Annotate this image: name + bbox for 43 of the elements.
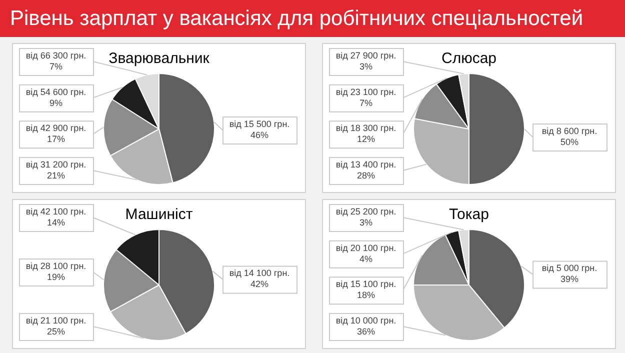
slice-label: від 27 900 грн. <box>336 50 396 60</box>
data-label: 9% <box>49 98 63 108</box>
data-label: 36% <box>356 326 376 336</box>
data-label: 7% <box>49 61 63 72</box>
data-label: 3% <box>359 61 373 72</box>
slice-label: від 31 200 грн. <box>26 159 86 170</box>
data-label: 18% <box>356 290 376 300</box>
data-label: 4% <box>359 254 373 264</box>
slice-label: від 20 100 грн. <box>336 242 396 253</box>
slice-label: від 21 100 грн. <box>26 315 86 326</box>
slice-label: від 10 000 грн. <box>336 315 396 326</box>
chart-title: Токар <box>449 206 489 224</box>
data-label: 21% <box>46 170 66 180</box>
slice-label: від 42 900 грн. <box>26 123 86 134</box>
data-label: 42% <box>250 279 269 290</box>
slice-label: від 8 600 грн. <box>542 126 598 136</box>
data-label: 3% <box>359 217 373 228</box>
chart-title: Слюсар <box>441 50 497 68</box>
data-label: 19% <box>46 272 66 282</box>
data-label: 28% <box>356 170 376 180</box>
slice-label: від 18 300 грн. <box>336 123 396 134</box>
slice-label: від 25 200 грн. <box>336 206 396 216</box>
data-label: 12% <box>356 134 376 144</box>
slice-label: від 23 100 грн. <box>336 86 396 97</box>
slice-label: від 15 500 грн. <box>229 119 290 130</box>
slice-label: від 14 100 грн. <box>229 268 290 278</box>
data-label: 14% <box>46 217 66 228</box>
slice-label: від 28 100 грн. <box>26 260 86 271</box>
data-label: 25% <box>46 326 66 336</box>
slice-label: від 54 600 грн. <box>26 86 86 97</box>
chart-title: Зварювальник <box>108 50 210 68</box>
data-label: 50% <box>560 136 579 147</box>
chart-title: Машиніст <box>125 206 193 224</box>
slice-label: від 66 300 грн. <box>26 50 86 60</box>
slice-label: від 15 100 грн. <box>336 279 396 290</box>
text: Рівень зарплат у вакансіях для робітничих спеціальностей <box>0 0 625 37</box>
data-label: 39% <box>560 274 579 284</box>
slice-label: від 42 100 грн. <box>26 206 86 216</box>
slice-label: від 13 400 грн. <box>336 159 396 170</box>
data-label: 46% <box>250 130 269 140</box>
data-label: 17% <box>46 134 66 144</box>
data-label: 7% <box>359 98 373 108</box>
slice-label: від 5 000 грн. <box>542 263 598 274</box>
